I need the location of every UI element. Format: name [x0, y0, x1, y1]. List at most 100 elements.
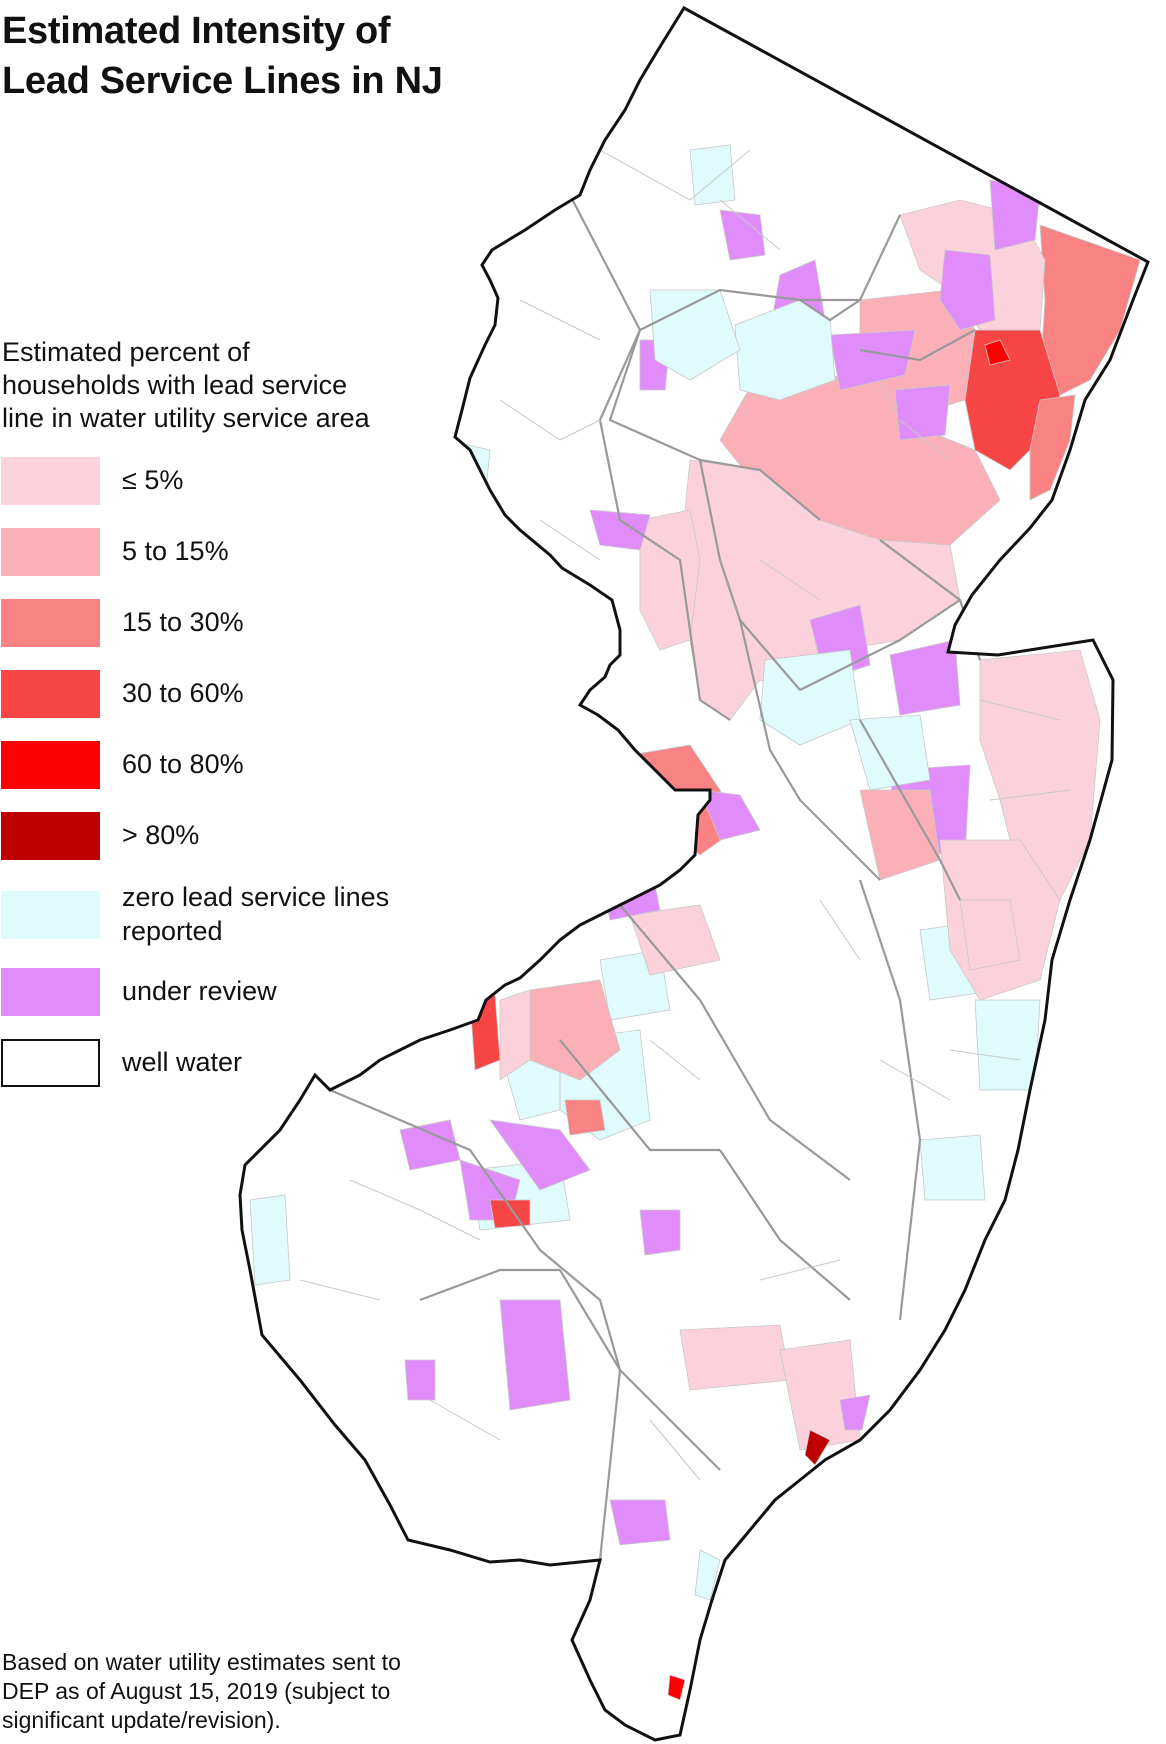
- service-area-42: [564, 1099, 606, 1136]
- municipal-line-17: [879, 1059, 951, 1101]
- county-line-14: [419, 1268, 560, 1302]
- legend-label-zero-lead-line-2: reported: [122, 916, 223, 946]
- service-area-3: [1029, 394, 1076, 501]
- county-line-9: [738, 619, 881, 881]
- service-area-0: [1039, 224, 1141, 396]
- legend-swatch-le-5: [1, 457, 100, 505]
- service-area-22: [689, 144, 736, 206]
- service-area-20: [734, 299, 836, 401]
- service-area-53: [609, 1499, 671, 1546]
- county-line-2: [799, 299, 861, 322]
- municipal-line-12: [429, 1399, 501, 1441]
- legend-label-30-60: 30 to 60%: [122, 678, 244, 708]
- service-area-18: [889, 639, 961, 716]
- county-line-7: [799, 599, 961, 691]
- municipal-line-8: [989, 789, 1071, 801]
- service-area-44: [629, 904, 721, 976]
- service-area-15: [589, 509, 651, 551]
- state-boundary: [238, 6, 1150, 1742]
- service-area-50: [639, 1209, 681, 1256]
- legend-swatch-5-15: [1, 528, 100, 576]
- legend-label-well-water: well water: [122, 1047, 243, 1077]
- service-area-13: [719, 209, 766, 261]
- service-area-58: [667, 1674, 686, 1701]
- county-line-15: [559, 1269, 622, 1561]
- service-area-33: [249, 1194, 291, 1286]
- county-line-10: [858, 879, 922, 1321]
- footnote: Based on water utility estimates sent to…: [2, 1648, 462, 1735]
- service-area-39: [699, 789, 761, 841]
- service-area-55: [779, 1339, 861, 1451]
- county-line-3: [698, 459, 801, 691]
- legend-swatch-under-review: [1, 968, 100, 1016]
- municipal-line-0: [599, 149, 751, 201]
- municipal-line-1: [519, 299, 601, 341]
- county-line-11: [619, 904, 851, 1181]
- footnote-line-2: DEP as of August 15, 2019 (subject to: [2, 1678, 391, 1704]
- service-area-51: [499, 1299, 571, 1411]
- legend-heading: Estimated percent of households with lea…: [2, 336, 422, 435]
- legend-swatch-30-60: [1, 670, 100, 718]
- service-area-57: [839, 1394, 871, 1431]
- municipal-line-14: [759, 1259, 841, 1281]
- county-line-12: [559, 1039, 720, 1152]
- service-area-47: [399, 1119, 461, 1171]
- service-area-52: [404, 1359, 436, 1401]
- municipal-line-9: [949, 1049, 1021, 1061]
- service-area-56: [804, 1429, 831, 1466]
- service-area-2: [984, 339, 1011, 366]
- legend-label-under-review: under review: [122, 976, 277, 1006]
- map-title-line-2: Lead Service Lines in NJ: [2, 60, 443, 102]
- service-area-12: [829, 329, 916, 391]
- legend-label-15-30: 15 to 30%: [122, 607, 244, 637]
- map-title: Estimated Intensity of Lead Service Line…: [2, 6, 443, 106]
- legend-label-5-15: 5 to 15%: [122, 536, 229, 566]
- map-title-line-1: Estimated Intensity of: [2, 10, 391, 52]
- legend-swatch-gt-80: [1, 812, 100, 860]
- legend-label-zero-lead-line-1: zero lead service lines: [122, 882, 390, 912]
- legend-heading-line-3: line in water utility service area: [2, 403, 370, 433]
- service-area-59: [694, 1549, 721, 1601]
- service-area-9: [939, 249, 996, 331]
- county-line-13: [329, 1088, 721, 1471]
- municipal-line-4: [719, 199, 781, 251]
- county-line-16: [719, 1149, 851, 1301]
- service-area-31: [919, 1134, 986, 1201]
- municipal-line-3: [539, 519, 601, 561]
- municipal-line-10: [349, 1179, 481, 1241]
- service-area-24: [759, 649, 861, 746]
- legend-heading-line-1: Estimated percent of: [2, 337, 250, 367]
- service-area-49: [489, 1199, 531, 1229]
- municipal-line-16: [819, 899, 861, 961]
- legend-heading-line-2: households with lead service: [2, 370, 348, 400]
- service-area-8: [639, 509, 701, 651]
- service-area-41: [499, 989, 531, 1081]
- legend-label-gt-80: > 80%: [122, 820, 200, 850]
- municipal-line-13: [649, 1419, 701, 1481]
- footnote-line-3: significant update/revision).: [2, 1707, 281, 1733]
- service-area-25: [849, 714, 931, 791]
- service-area-36: [859, 789, 941, 881]
- legend-swatch-15-30: [1, 599, 100, 647]
- service-area-46: [489, 1119, 591, 1191]
- legend-swatch-zero-lead: [1, 891, 100, 939]
- municipal-line-15: [649, 1039, 701, 1081]
- service-area-54: [679, 1324, 791, 1391]
- county-line-8: [859, 719, 961, 901]
- footnote-line-1: Based on water utility estimates sent to: [2, 1649, 401, 1675]
- legend-label-60-80: 60 to 80%: [122, 749, 244, 779]
- municipal-line-6: [759, 559, 821, 601]
- municipal-line-5: [899, 419, 951, 461]
- municipal-line-7: [979, 699, 1061, 721]
- service-area-30: [974, 999, 1041, 1091]
- county-line-4: [598, 329, 731, 721]
- county-line-5: [859, 329, 976, 362]
- service-area-16: [894, 384, 951, 441]
- municipal-line-2: [499, 399, 601, 441]
- legend-swatch-60-80: [1, 741, 100, 789]
- service-area-21: [649, 289, 741, 381]
- county-line-0: [569, 194, 821, 521]
- service-area-37: [959, 899, 1021, 971]
- legend-label-le-5: ≤ 5%: [122, 465, 184, 495]
